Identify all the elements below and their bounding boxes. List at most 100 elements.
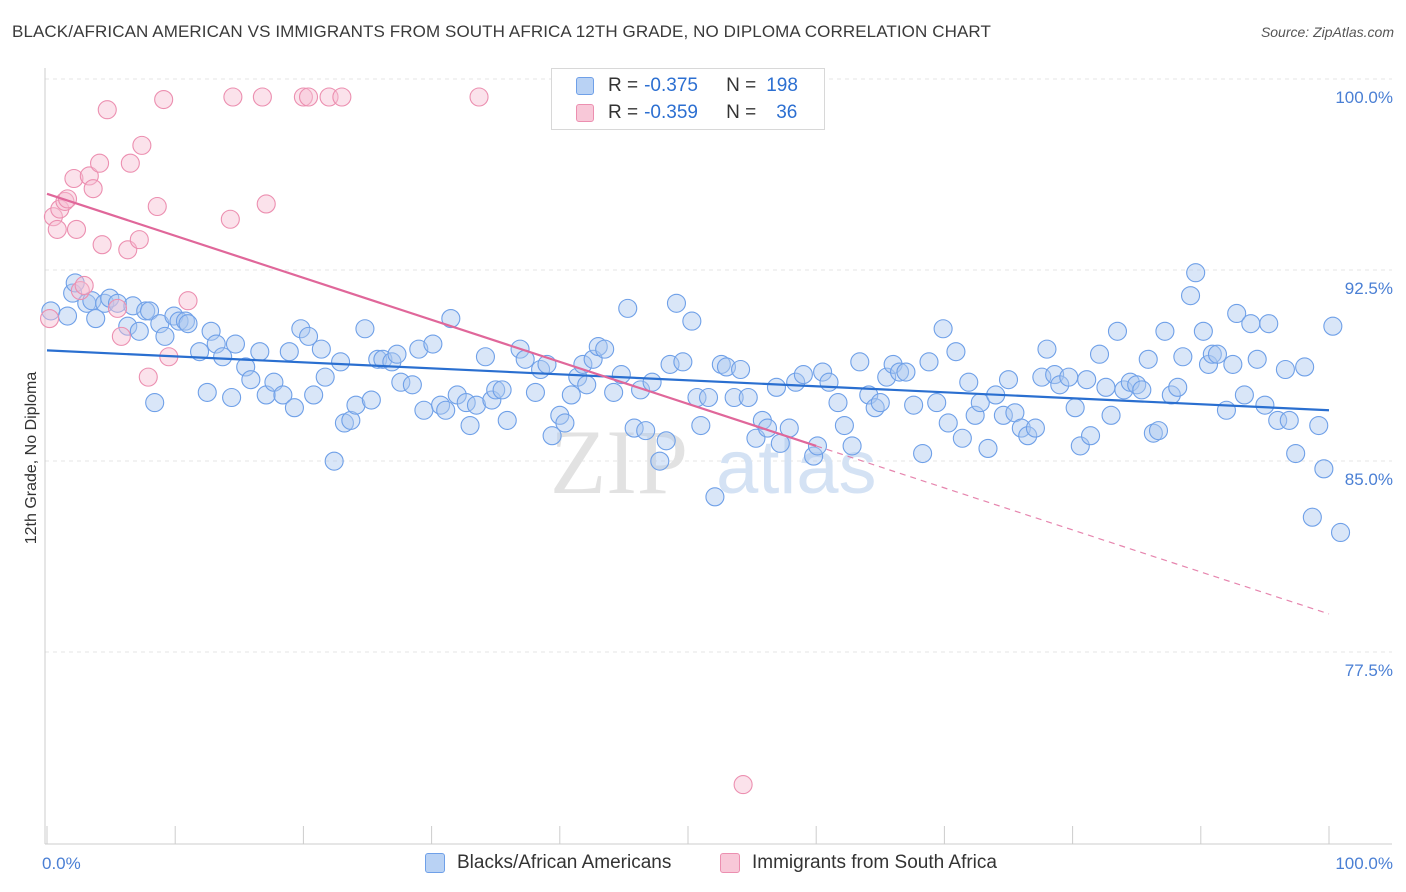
point-blacks (1216, 400, 1236, 420)
point-blacks (842, 436, 862, 456)
legend-r-value: -0.359 (644, 102, 698, 123)
point-blacks (1107, 321, 1128, 341)
point-blacks (682, 311, 702, 331)
point-blacks (1155, 321, 1175, 341)
legend-row-blacks: R = -0.375 N = 198 (576, 73, 798, 99)
point-blacks (129, 321, 149, 341)
point-immigrants (66, 219, 87, 239)
trend-lines (46, 192, 1330, 615)
point-blacks (1059, 367, 1079, 387)
point-blacks (140, 301, 160, 321)
y-axis-label: 12th Grade, No Diploma (23, 372, 40, 545)
point-blacks (611, 365, 631, 385)
point-blacks (1279, 410, 1299, 430)
point-blacks (431, 395, 451, 415)
point-immigrants (129, 230, 149, 250)
legend-swatch-blacks (576, 77, 594, 95)
point-blacks (636, 421, 656, 441)
point-immigrants (154, 89, 174, 110)
point-blacks (1089, 344, 1110, 364)
point-blacks (206, 334, 226, 354)
y-tick-label: 92.5% (1345, 279, 1393, 298)
point-blacks (793, 365, 813, 385)
point-blacks (624, 418, 644, 438)
point-immigrants (47, 219, 67, 239)
point-immigrants (252, 87, 272, 107)
y-tick-label: 85.0% (1345, 470, 1393, 489)
point-blacks (1227, 303, 1247, 324)
point-blacks (577, 375, 597, 395)
point-blacks (1180, 286, 1201, 306)
point-blacks (933, 319, 953, 339)
point-blacks (1309, 415, 1329, 436)
point-blacks (1011, 418, 1031, 438)
point-blacks (716, 357, 737, 377)
point-immigrants (74, 275, 94, 296)
point-blacks (250, 342, 270, 362)
point-blacks (1070, 436, 1090, 456)
point-blacks (1295, 357, 1315, 377)
point-blacks (241, 370, 261, 390)
point-blacks (341, 410, 361, 430)
point-blacks (57, 306, 78, 326)
point-blacks (604, 382, 624, 402)
point-blacks (155, 326, 175, 346)
point-immigrants (64, 168, 84, 189)
point-blacks (201, 321, 221, 341)
point-blacks (486, 380, 506, 400)
point-blacks (402, 375, 422, 395)
point-blacks (1065, 398, 1085, 418)
point-immigrants (332, 87, 352, 107)
legend-n-label: N = (726, 75, 757, 96)
point-immigrants (298, 87, 319, 107)
point-blacks (409, 339, 429, 359)
legend-r-label: R = (608, 75, 639, 96)
point-blacks (236, 357, 256, 377)
point-blacks (1330, 522, 1351, 543)
point-blacks (1323, 316, 1343, 336)
point-blacks (118, 316, 138, 336)
point-blacks (938, 413, 958, 433)
point-blacks (225, 334, 246, 354)
legend-row-immigrants: R = -0.359 N = 36 (576, 100, 797, 126)
point-immigrants (178, 291, 198, 311)
point-blacks (889, 362, 910, 382)
point-blacks (475, 347, 495, 367)
point-blacks (178, 314, 198, 334)
point-blacks (1186, 263, 1206, 283)
point-blacks (1101, 405, 1121, 425)
point-blacks (919, 352, 939, 372)
series-blacks-points (41, 263, 1351, 543)
point-blacks (175, 311, 196, 331)
legend-swatch-blacks (425, 853, 445, 873)
point-blacks (391, 372, 411, 392)
point-blacks (460, 415, 480, 436)
point-blacks (291, 319, 311, 339)
point-blacks (978, 438, 998, 458)
point-blacks (145, 393, 165, 413)
point-blacks (850, 352, 870, 372)
point-blacks (561, 385, 581, 405)
point-blacks (324, 451, 344, 471)
point-immigrants (40, 309, 60, 329)
point-immigrants (220, 209, 240, 229)
x-tick-label-min: 0.0% (42, 854, 81, 873)
point-immigrants (223, 87, 243, 107)
point-blacks (738, 387, 758, 408)
x-tick-label-max: 100.0% (1335, 854, 1393, 873)
y-tick-labels: 77.5% 85.0% 92.5% 100.0% (1335, 88, 1393, 680)
point-blacks (222, 387, 242, 408)
point-blacks (1255, 395, 1275, 415)
point-blacks (1259, 314, 1279, 334)
point-blacks (315, 367, 335, 387)
point-blacks (107, 293, 128, 313)
point-blacks (555, 413, 575, 433)
point-blacks (355, 319, 375, 339)
point-blacks (813, 362, 833, 382)
trend-line-blacks (46, 349, 1330, 412)
point-blacks (618, 298, 638, 318)
point-immigrants (138, 367, 158, 387)
point-blacks (273, 385, 293, 405)
axes (44, 68, 1392, 845)
point-blacks (423, 334, 443, 354)
